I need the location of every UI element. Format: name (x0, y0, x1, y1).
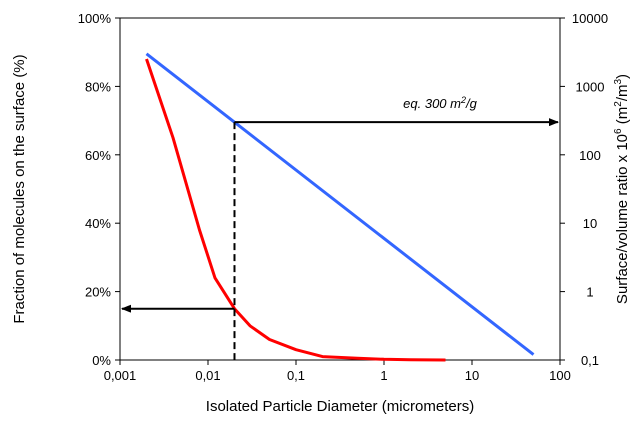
x-tick-label: 100 (549, 368, 571, 383)
equivalence-annotation-main: eq. 300 m (403, 96, 461, 111)
y-left-tick-label: 0% (92, 353, 111, 368)
y-right-axis-title-close: ) (614, 74, 631, 79)
y-left-axis-ticks: 0% 20% 40% 60% 80% 100% (78, 11, 120, 368)
y-right-axis-title-unit-sup: 2 (613, 101, 624, 107)
y-right-axis-title: Surface/volume ratio x 106 (m2/m3) (613, 74, 631, 304)
y-left-tick-label: 20% (85, 285, 111, 300)
x-tick-label: 0,001 (104, 368, 137, 383)
y-right-axis-title-unit-mid: /m (614, 85, 631, 102)
equivalence-annotation-sup: 2 (460, 95, 466, 105)
y-right-tick-label: 10 (583, 216, 597, 231)
y-right-tick-label: 1 (586, 285, 593, 300)
y-right-tick-label: 100 (579, 148, 601, 163)
y-right-axis-title-exponent: 6 (613, 128, 624, 134)
x-axis-title: Isolated Particle Diameter (micrometers) (206, 398, 474, 415)
y-right-tick-label: 0,1 (581, 353, 599, 368)
y-left-axis-title: Fraction of molecules on the surface (%) (11, 54, 28, 323)
y-left-tick-label: 60% (85, 148, 111, 163)
x-tick-label: 0,1 (287, 368, 305, 383)
y-right-tick-label: 1000 (576, 79, 605, 94)
y-right-axis-title-unit-sup2: 3 (613, 79, 624, 85)
x-tick-label: 0,01 (195, 368, 220, 383)
y-left-tick-label: 100% (78, 11, 112, 26)
equivalence-annotation-end: /g (465, 96, 478, 111)
equivalence-annotation: eq. 300 m2/g (403, 95, 477, 111)
series-line-surface-volume-ratio (145, 52, 535, 356)
x-axis-ticks: 0,001 0,01 0,1 1 10 100 (104, 360, 571, 383)
x-tick-label: 1 (380, 368, 387, 383)
x-tick-label: 10 (465, 368, 479, 383)
series-line-surface-fraction (145, 58, 446, 362)
y-right-tick-label: 10000 (572, 11, 608, 26)
y-left-tick-label: 80% (85, 79, 111, 94)
y-right-axis-title-main: Surface/volume ratio x 10 (614, 134, 631, 304)
y-right-axis-ticks: 0,1 1 10 100 1000 10000 (560, 11, 608, 368)
y-left-tick-label: 40% (85, 216, 111, 231)
y-right-axis-title-unit: (m (614, 107, 631, 129)
plot-frame (119, 17, 561, 361)
